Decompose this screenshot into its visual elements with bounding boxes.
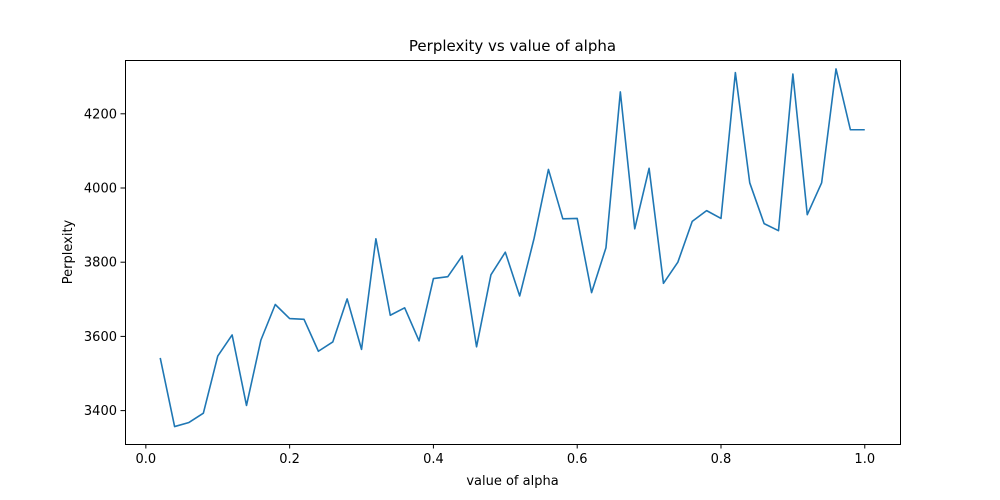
x-tick-label: 0.4 bbox=[423, 452, 444, 467]
y-tick-label: 4200 bbox=[84, 107, 117, 122]
y-axis-title: Perplexity bbox=[61, 219, 76, 284]
x-tick-label: 0.8 bbox=[711, 452, 732, 467]
y-axis-ticks: 3400 3600 3800 4000 4200 bbox=[84, 107, 125, 419]
x-tick-label: 0.0 bbox=[136, 452, 157, 467]
x-axis-ticks: 0.0 0.2 0.4 0.6 0.8 1.0 bbox=[136, 444, 875, 467]
series-line bbox=[159, 68, 865, 428]
y-tick-label: 4000 bbox=[84, 182, 117, 197]
series-lines bbox=[159, 68, 865, 428]
x-tick-label: 0.2 bbox=[279, 452, 300, 467]
x-tick-label: 1.0 bbox=[854, 452, 875, 467]
y-tick-label: 3800 bbox=[84, 256, 117, 271]
x-axis-title: value of alpha bbox=[466, 474, 558, 489]
y-tick-label: 3400 bbox=[84, 404, 117, 419]
y-tick-label: 3600 bbox=[84, 330, 117, 345]
x-tick-label: 0.6 bbox=[567, 452, 588, 467]
plot-area-frame bbox=[125, 60, 901, 445]
chart-title: Perplexity vs value of alpha bbox=[409, 37, 616, 55]
